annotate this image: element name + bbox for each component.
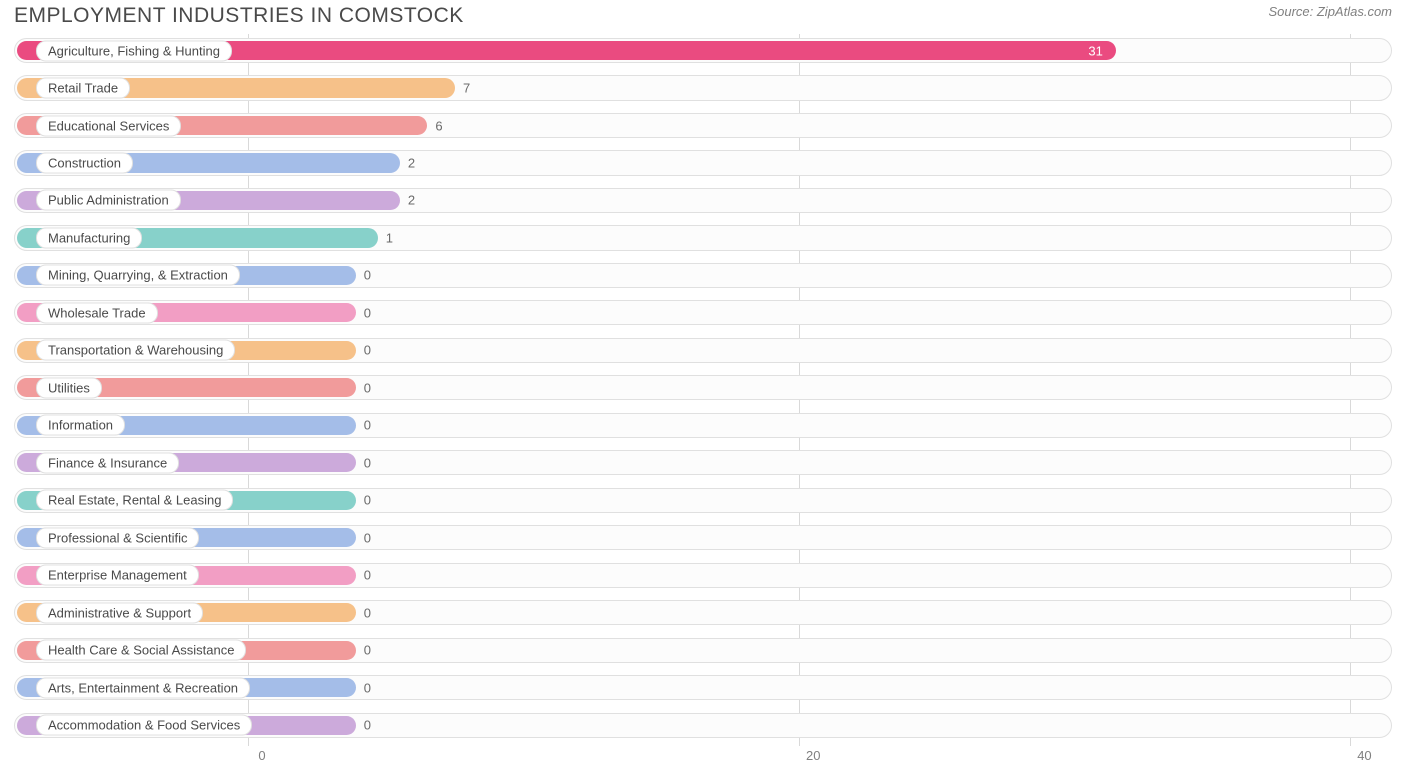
bar-value: 0 — [364, 455, 371, 470]
bar-value: 2 — [408, 156, 415, 171]
bar-row: 0 Information — [14, 409, 1392, 442]
bar-label: Health Care & Social Assistance — [36, 640, 246, 661]
bar-row: 6 Educational Services — [14, 109, 1392, 142]
bar-row: 0 Administrative & Support — [14, 596, 1392, 629]
bar-row: 0 Arts, Entertainment & Recreation — [14, 671, 1392, 704]
bar-value: 0 — [364, 268, 371, 283]
bar-value: 0 — [364, 605, 371, 620]
bar-row: 0 Mining, Quarrying, & Extraction — [14, 259, 1392, 292]
bar-value: 0 — [364, 530, 371, 545]
bar-row: 0 Accommodation & Food Services — [14, 709, 1392, 742]
bar-row: 7 Retail Trade — [14, 71, 1392, 104]
bar-row: 0 Utilities — [14, 371, 1392, 404]
x-axis: 0 20 40 — [14, 746, 1392, 770]
bar-label: Utilities — [36, 377, 102, 398]
bar-value: 0 — [364, 305, 371, 320]
bar-value: 7 — [463, 81, 470, 96]
chart-area: 31 Agriculture, Fishing & Hunting 7 Retail … — [0, 34, 1406, 770]
bar-value: 0 — [364, 643, 371, 658]
chart-source: Source: ZipAtlas.com — [1268, 4, 1392, 19]
bar-value: 0 — [364, 568, 371, 583]
bar-row: 0 Finance & Insurance — [14, 446, 1392, 479]
bar-value: 2 — [408, 193, 415, 208]
chart-header: EMPLOYMENT INDUSTRIES IN COMSTOCK Source… — [0, 0, 1406, 34]
bar-label: Information — [36, 415, 125, 436]
bar-label: Wholesale Trade — [36, 302, 158, 323]
bar-row: 2 Public Administration — [14, 184, 1392, 217]
bar-label: Public Administration — [36, 190, 181, 211]
bar-row: 31 Agriculture, Fishing & Hunting — [14, 34, 1392, 67]
bar-label: Professional & Scientific — [36, 527, 199, 548]
bar-row: 0 Transportation & Warehousing — [14, 334, 1392, 367]
bar-value: 0 — [364, 718, 371, 733]
bar-label: Retail Trade — [36, 78, 130, 99]
bar-row: 0 Health Care & Social Assistance — [14, 634, 1392, 667]
bar-row: 0 Professional & Scientific — [14, 521, 1392, 554]
bar-value: 0 — [364, 493, 371, 508]
bar-value: 0 — [364, 418, 371, 433]
x-tick: 40 — [1357, 748, 1371, 763]
x-tick: 20 — [806, 748, 820, 763]
bar-value: 0 — [364, 343, 371, 358]
bar-label: Educational Services — [36, 115, 181, 136]
bar-label: Administrative & Support — [36, 602, 203, 623]
bar-row: 0 Enterprise Management — [14, 559, 1392, 592]
bar-row: 2 Construction — [14, 146, 1392, 179]
bar-label: Accommodation & Food Services — [36, 715, 252, 736]
bar-label: Transportation & Warehousing — [36, 340, 235, 361]
bar-value: 0 — [364, 680, 371, 695]
bar-value: 0 — [364, 380, 371, 395]
bar-row: 1 Manufacturing — [14, 221, 1392, 254]
bar-label: Finance & Insurance — [36, 452, 179, 473]
bar-label: Mining, Quarrying, & Extraction — [36, 265, 240, 286]
bar-label: Construction — [36, 153, 133, 174]
bar-row: 0 Real Estate, Rental & Leasing — [14, 484, 1392, 517]
bar-label: Enterprise Management — [36, 565, 199, 586]
x-tick: 0 — [258, 748, 265, 763]
bar-value: 31 — [1088, 43, 1382, 58]
bar-label: Arts, Entertainment & Recreation — [36, 677, 250, 698]
bar-row: 0 Wholesale Trade — [14, 296, 1392, 329]
bar-label: Real Estate, Rental & Leasing — [36, 490, 233, 511]
bar-value: 6 — [435, 118, 442, 133]
bar-value: 1 — [386, 230, 393, 245]
bar-label: Agriculture, Fishing & Hunting — [36, 40, 232, 61]
bar-label: Manufacturing — [36, 227, 142, 248]
chart-title: EMPLOYMENT INDUSTRIES IN COMSTOCK — [14, 4, 464, 28]
